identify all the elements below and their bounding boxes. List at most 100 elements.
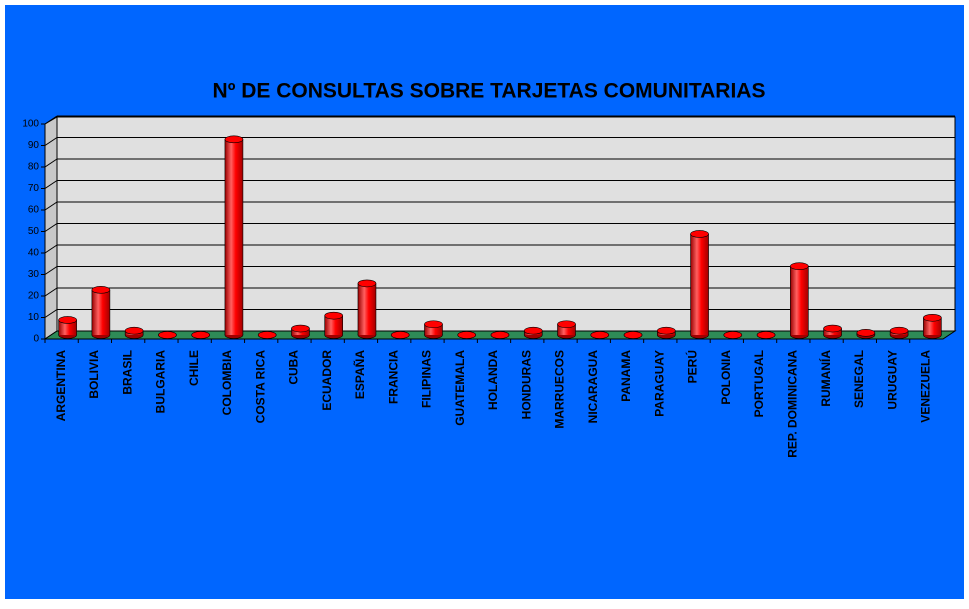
bar-top	[158, 331, 177, 339]
bar	[91, 286, 111, 339]
x-tick-label: HONDURAS	[519, 350, 533, 419]
x-tick-label: COLOMBIA	[220, 350, 234, 416]
bar-top	[656, 326, 676, 335]
grid-line	[44, 137, 58, 146]
y-tick-label: 10	[28, 312, 40, 323]
bar-top	[91, 286, 111, 294]
bar	[557, 320, 576, 339]
x-tick-label: CUBA	[287, 350, 301, 385]
bar	[291, 324, 310, 339]
bar	[457, 331, 477, 339]
bar	[923, 313, 942, 339]
bar	[424, 320, 443, 339]
bar	[324, 311, 344, 339]
bar-body	[424, 324, 443, 335]
bar-body	[357, 283, 376, 335]
grid-line	[44, 115, 58, 125]
bar-top	[357, 279, 377, 288]
bar-body	[923, 317, 942, 335]
bar-top	[457, 331, 477, 339]
x-tick-label: BRASIL	[120, 350, 134, 395]
bar-body	[690, 233, 709, 335]
y-tick-label: 60	[28, 205, 40, 216]
y-tick-label: 90	[28, 140, 40, 151]
bar-body	[790, 266, 809, 335]
x-tick-label: ARGENTINA	[54, 350, 68, 422]
x-tick-label: MARRUECOS	[553, 350, 567, 429]
x-tick-label: RUMANÍA	[818, 350, 833, 407]
x-tick-label: BULGARIA	[154, 350, 168, 414]
x-tick-label: FILIPINAS	[420, 350, 434, 408]
bar	[58, 316, 77, 339]
bar-top	[823, 324, 842, 333]
bar-body	[324, 315, 343, 335]
bar-body	[91, 289, 110, 335]
grid-line	[44, 180, 58, 189]
bar-top	[191, 331, 210, 339]
x-tick-label: CHILE	[187, 350, 201, 386]
bar	[224, 135, 244, 339]
bar	[656, 326, 676, 339]
x-tick-label: GUATEMALA	[453, 350, 467, 426]
bar	[523, 326, 543, 339]
bar-top	[590, 331, 610, 339]
x-tick-label: FRANCIA	[386, 350, 400, 404]
grid-line	[44, 266, 58, 275]
x-tick-label: REP. DOMINICANA	[786, 350, 800, 458]
bar	[490, 331, 510, 339]
bar	[756, 331, 776, 339]
bar-top	[889, 326, 909, 335]
bar-top	[623, 331, 643, 339]
bar-top	[224, 135, 244, 144]
x-tick-label: SENEGAL	[852, 350, 866, 408]
bar-top	[856, 329, 876, 337]
x-tick-label: URUGUAY	[885, 350, 899, 410]
y-tick-label: 30	[28, 269, 40, 280]
bar-top	[523, 326, 543, 335]
x-tick-label: POLONIA	[719, 350, 733, 405]
grid-line	[44, 244, 58, 254]
bar-top	[557, 320, 576, 329]
bar-top	[923, 313, 942, 322]
x-tick-label: BOLIVIA	[87, 350, 101, 399]
x-tick-label: ECUADOR	[320, 350, 334, 411]
bar	[158, 331, 177, 339]
bar-body	[224, 139, 243, 335]
y-tick-label: 80	[28, 162, 40, 173]
grid-line	[44, 309, 58, 318]
bar	[790, 262, 809, 339]
y-tick-label: 0	[33, 334, 39, 345]
bar	[124, 326, 144, 339]
x-tick-label: PANAMA	[619, 350, 633, 402]
y-tick-label: 100	[22, 119, 39, 130]
bar-top	[723, 331, 743, 339]
bar-top	[424, 320, 443, 329]
bar	[623, 331, 643, 339]
bar-body	[557, 324, 576, 335]
bar-top	[790, 262, 809, 271]
x-tick-label: NICARAGUA	[586, 350, 600, 424]
bar-top	[690, 230, 709, 238]
bar	[590, 331, 610, 339]
y-tick-label: 70	[28, 183, 40, 194]
x-tick-label: VENEZUELA	[919, 350, 933, 423]
bar-top	[756, 331, 776, 339]
bar-top	[291, 324, 310, 333]
x-tick-label: COSTA RICA	[253, 350, 267, 424]
bar	[823, 324, 842, 339]
x-tick-label: PARAGUAY	[652, 350, 666, 417]
bar	[191, 331, 210, 339]
grid-line	[44, 201, 58, 211]
x-tick-label: PERÚ	[685, 350, 700, 383]
bar-top	[490, 331, 510, 339]
bar-top	[58, 316, 77, 324]
y-tick-label: 20	[28, 291, 40, 302]
y-tick-label: 40	[28, 248, 40, 259]
bar-top	[124, 326, 144, 335]
bar	[690, 230, 709, 339]
bar	[357, 279, 377, 339]
grid-line	[44, 158, 58, 168]
bar	[390, 331, 410, 339]
bar-top	[324, 311, 344, 320]
